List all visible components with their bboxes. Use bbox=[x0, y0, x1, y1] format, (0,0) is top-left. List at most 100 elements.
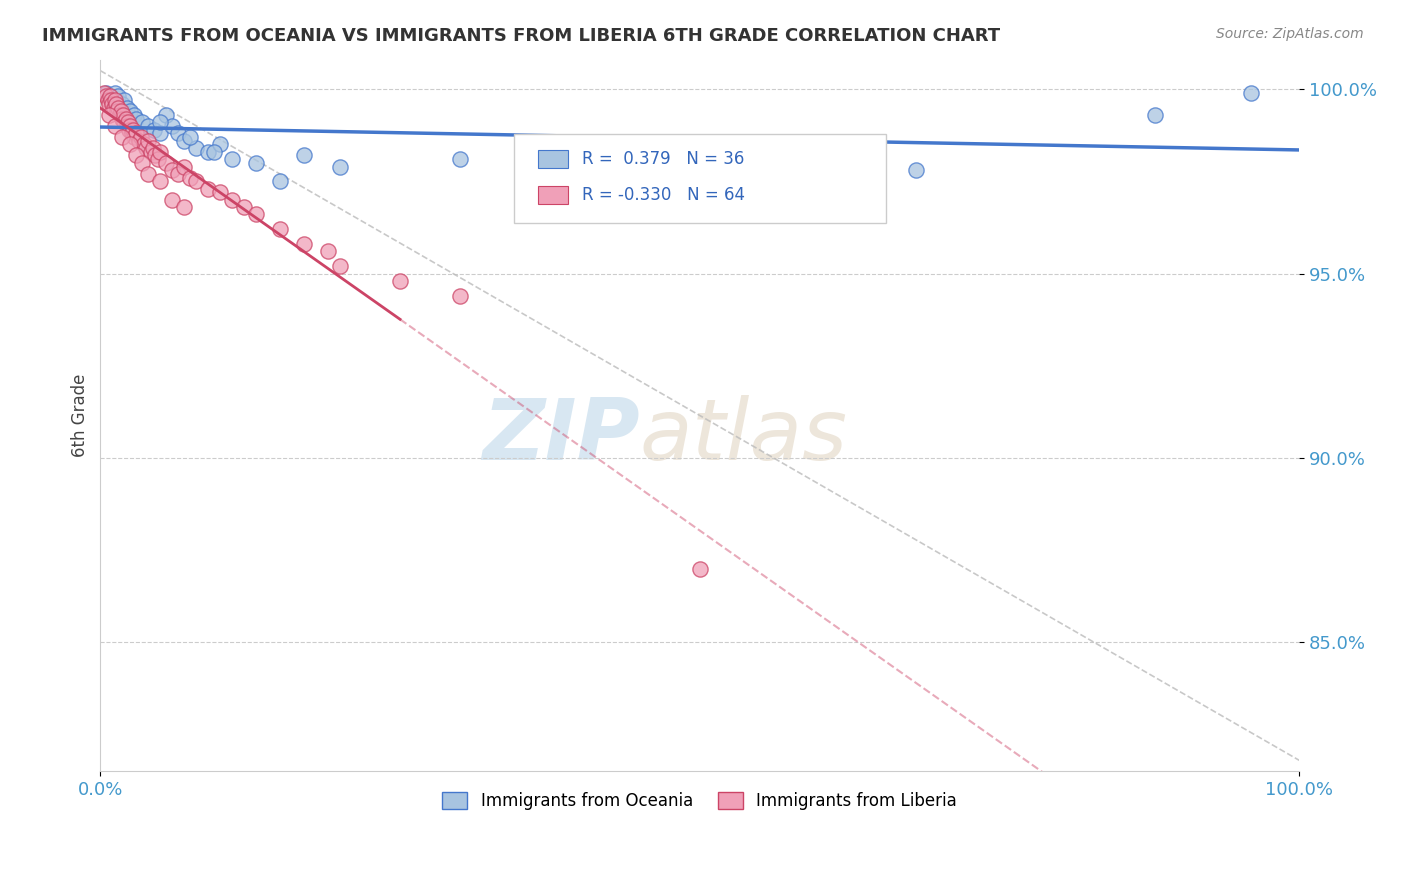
Point bbox=[245, 207, 267, 221]
Point bbox=[173, 200, 195, 214]
Point bbox=[149, 145, 172, 159]
Point bbox=[100, 93, 122, 107]
Point bbox=[104, 93, 127, 107]
Point bbox=[689, 561, 711, 575]
Point bbox=[107, 89, 129, 103]
Point bbox=[118, 122, 141, 136]
Text: Source: ZipAtlas.com: Source: ZipAtlas.com bbox=[1216, 27, 1364, 41]
Point bbox=[1240, 86, 1263, 100]
Point bbox=[114, 112, 136, 126]
Point bbox=[155, 108, 177, 122]
Point bbox=[120, 104, 142, 119]
Point bbox=[167, 167, 190, 181]
Point bbox=[142, 141, 165, 155]
Point bbox=[120, 119, 142, 133]
Point bbox=[329, 259, 352, 273]
Point bbox=[125, 127, 148, 141]
Point bbox=[316, 244, 339, 259]
Point bbox=[136, 167, 159, 181]
Point bbox=[146, 152, 169, 166]
Point bbox=[131, 115, 153, 129]
Text: atlas: atlas bbox=[640, 395, 848, 478]
Point bbox=[221, 193, 243, 207]
Point bbox=[112, 108, 135, 122]
Point bbox=[173, 160, 195, 174]
Point bbox=[641, 160, 664, 174]
Point bbox=[197, 145, 219, 159]
Point bbox=[103, 101, 125, 115]
Point bbox=[128, 134, 150, 148]
Point bbox=[98, 89, 121, 103]
Point bbox=[121, 127, 143, 141]
Point bbox=[97, 108, 120, 122]
Bar bbox=[538, 186, 568, 203]
Point bbox=[449, 288, 471, 302]
Text: R =  0.379   N = 36: R = 0.379 N = 36 bbox=[582, 150, 745, 169]
Point bbox=[209, 186, 232, 200]
Point bbox=[209, 137, 232, 152]
Point bbox=[105, 104, 128, 119]
Point bbox=[131, 156, 153, 170]
Point bbox=[111, 112, 134, 126]
Point bbox=[107, 101, 129, 115]
Point bbox=[96, 89, 118, 103]
Point bbox=[136, 119, 159, 133]
Point bbox=[121, 122, 143, 136]
Point bbox=[179, 170, 201, 185]
Point bbox=[112, 115, 135, 129]
Point bbox=[143, 122, 166, 136]
Point bbox=[145, 148, 167, 162]
Point bbox=[162, 193, 184, 207]
Point bbox=[125, 112, 148, 126]
Point bbox=[389, 274, 412, 288]
Point bbox=[129, 130, 152, 145]
Point bbox=[167, 127, 190, 141]
Point bbox=[233, 200, 256, 214]
Point bbox=[149, 127, 172, 141]
Point bbox=[149, 174, 172, 188]
Point bbox=[221, 152, 243, 166]
Point bbox=[904, 163, 927, 178]
Point bbox=[104, 119, 127, 133]
Point bbox=[186, 141, 208, 155]
Point bbox=[101, 93, 124, 107]
Point bbox=[197, 182, 219, 196]
Point bbox=[112, 93, 135, 107]
Bar bbox=[538, 151, 568, 169]
Point bbox=[132, 137, 155, 152]
Point bbox=[115, 119, 138, 133]
FancyBboxPatch shape bbox=[515, 135, 886, 223]
Point bbox=[245, 156, 267, 170]
Point bbox=[115, 101, 138, 115]
Legend: Immigrants from Oceania, Immigrants from Liberia: Immigrants from Oceania, Immigrants from… bbox=[436, 785, 963, 816]
Point bbox=[96, 93, 118, 107]
Point bbox=[101, 96, 124, 111]
Point bbox=[292, 148, 315, 162]
Point bbox=[104, 86, 127, 100]
Point bbox=[122, 108, 145, 122]
Point bbox=[162, 163, 184, 178]
Point bbox=[155, 156, 177, 170]
Point bbox=[202, 145, 225, 159]
Text: R = -0.330   N = 64: R = -0.330 N = 64 bbox=[582, 186, 745, 204]
Point bbox=[1144, 108, 1167, 122]
Point bbox=[98, 89, 121, 103]
Point bbox=[111, 96, 134, 111]
Point bbox=[136, 134, 159, 148]
Point bbox=[97, 96, 120, 111]
Point bbox=[139, 145, 162, 159]
Point bbox=[179, 130, 201, 145]
Point bbox=[96, 86, 118, 100]
Text: IMMIGRANTS FROM OCEANIA VS IMMIGRANTS FROM LIBERIA 6TH GRADE CORRELATION CHART: IMMIGRANTS FROM OCEANIA VS IMMIGRANTS FR… bbox=[42, 27, 1000, 45]
Point bbox=[135, 141, 157, 155]
Point bbox=[269, 222, 291, 236]
Y-axis label: 6th Grade: 6th Grade bbox=[72, 374, 89, 458]
Point bbox=[120, 137, 142, 152]
Point bbox=[93, 86, 115, 100]
Point bbox=[104, 96, 127, 111]
Point bbox=[173, 134, 195, 148]
Point bbox=[449, 152, 471, 166]
Point bbox=[108, 108, 131, 122]
Point bbox=[162, 119, 184, 133]
Point bbox=[832, 152, 855, 166]
